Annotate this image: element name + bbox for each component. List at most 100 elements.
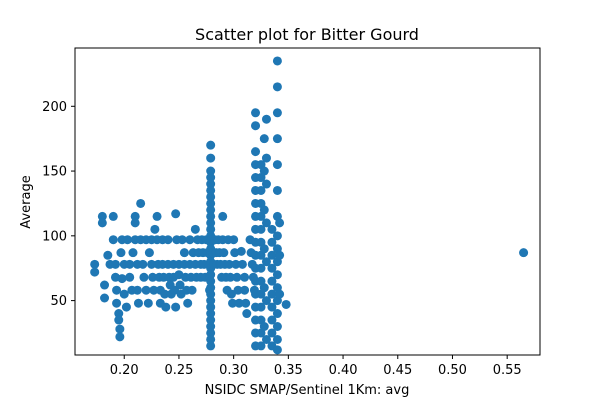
data-point [171,209,181,219]
data-point [108,235,118,245]
data-point [161,302,171,312]
data-points [90,56,529,355]
data-point [114,315,124,325]
data-point [130,218,140,228]
data-point [281,299,291,309]
data-point [231,259,241,269]
x-tick-label: 0.35 [274,363,303,378]
x-tick-label: 0.40 [329,363,358,378]
data-point [190,224,200,234]
data-point [251,147,261,157]
data-point [229,235,239,245]
data-point [138,259,148,269]
x-tick-label: 0.25 [164,363,193,378]
data-point [236,246,246,256]
data-point [125,259,135,269]
data-point [251,121,261,131]
x-tick-label: 0.50 [438,363,467,378]
data-point [261,179,271,189]
data-point [259,283,269,293]
data-point [219,248,229,258]
data-point [256,341,266,351]
data-point [261,153,271,163]
data-point [234,298,244,308]
data-point [117,274,127,284]
data-point [261,114,271,124]
data-point [272,108,282,118]
data-point [240,285,250,295]
data-point [163,235,173,245]
y-axis-ticks: 50 100 150 200 [42,100,75,309]
data-point [242,309,252,319]
data-point [206,296,216,306]
data-point [136,198,146,208]
data-point [228,298,238,308]
data-point [206,192,216,202]
data-point [267,250,277,260]
plot-area-frame [74,47,541,356]
data-point [132,285,142,295]
data-point [261,257,271,267]
data-point [259,166,269,176]
data-point [150,224,160,234]
data-point [141,285,151,295]
data-point [272,185,282,195]
data-point [272,334,282,344]
data-point [206,218,216,228]
data-point [237,259,247,269]
data-point [116,248,126,258]
data-point [272,345,282,355]
data-point [267,315,277,325]
data-point [267,302,277,312]
data-point [171,302,181,312]
data-point [226,289,236,299]
data-point [256,224,266,234]
data-point [183,298,193,308]
data-point [275,250,285,260]
data-point [187,285,197,295]
data-point [206,289,216,299]
data-point [224,259,234,269]
data-point [272,309,282,319]
data-point [267,328,277,338]
data-point [185,235,195,245]
data-point [90,259,100,269]
data-point [275,218,285,228]
data-point [272,56,282,66]
y-axis-label: Average [19,175,34,228]
data-point [218,211,228,221]
data-point [206,140,216,150]
data-point [267,289,277,299]
data-point [100,293,110,303]
data-point [267,237,277,247]
data-point [160,289,170,299]
data-point [232,272,242,282]
data-point [206,334,216,344]
data-point [206,315,216,325]
data-point [108,211,118,221]
data-point [259,205,269,215]
data-point [206,166,216,176]
data-point [233,285,243,295]
data-point [100,280,110,290]
data-point [256,302,266,312]
data-point [152,211,162,221]
data-point [519,248,529,258]
data-point [259,322,269,331]
data-point [97,211,107,221]
data-point [90,267,100,277]
data-point [272,82,282,92]
data-point [144,248,154,258]
data-point [267,276,277,286]
data-point [128,248,138,258]
data-point [261,296,271,306]
data-point [148,272,158,282]
data-point [272,322,282,331]
data-point [259,244,269,254]
data-point [133,298,143,308]
data-point [149,285,159,295]
data-point [261,218,271,228]
data-point [267,263,277,273]
data-point [206,211,216,221]
